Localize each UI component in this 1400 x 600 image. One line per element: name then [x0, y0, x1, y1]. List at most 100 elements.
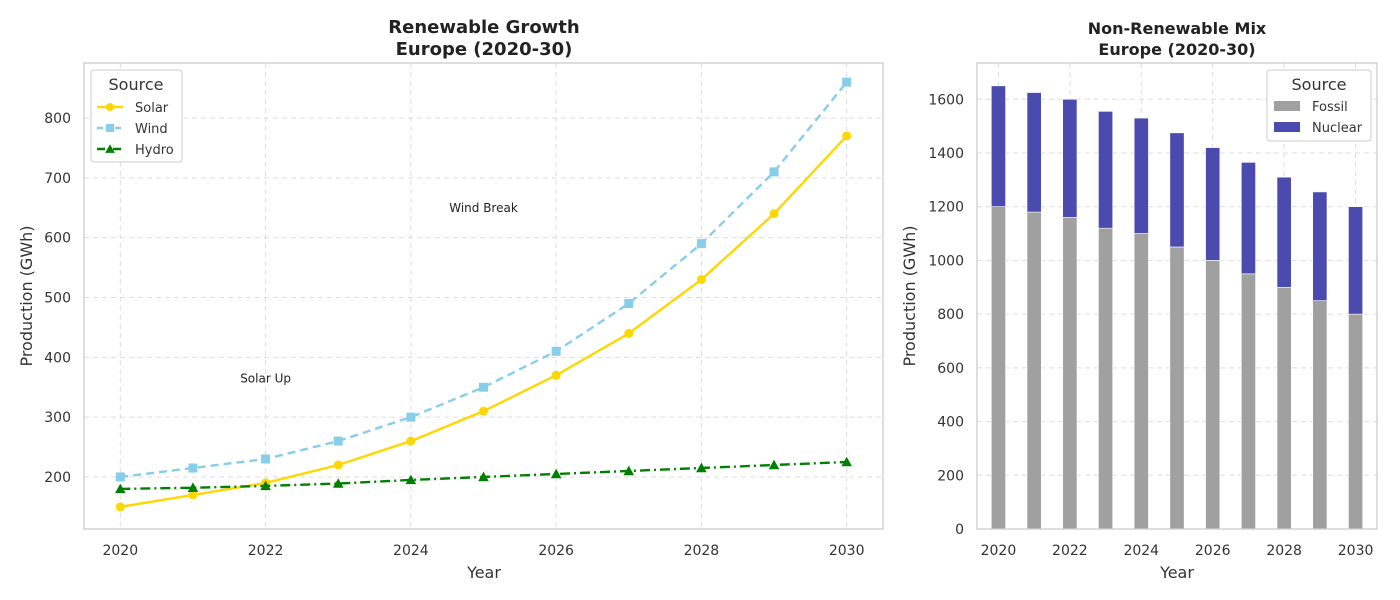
left-y-tick-label: 400	[44, 350, 71, 366]
fossil-bar	[1062, 217, 1078, 530]
fossil-bar	[1133, 233, 1149, 530]
left-y-axis-label: Production (GWh)	[17, 225, 36, 366]
right-x-tick-label: 2030	[1338, 543, 1374, 559]
hydro-legend-marker	[105, 144, 115, 153]
hydro-point	[187, 482, 199, 492]
hydro-point	[478, 471, 489, 482]
left-y-tick-label: 800	[44, 111, 71, 127]
right-y-tick-label: 1000	[928, 253, 964, 269]
left-legend-items: Solar Wind Hydro	[97, 101, 174, 158]
left-y-tick-label: 700	[44, 171, 71, 187]
fossil-legend-label: Fossil	[1312, 100, 1348, 115]
wind-point	[261, 454, 271, 464]
nuclear-legend-swatch	[1274, 122, 1300, 132]
hydro-point	[623, 465, 635, 476]
left-chart-subtitle: Europe (2020-30)	[396, 39, 573, 60]
left-y-tick-label: 600	[44, 231, 71, 247]
fossil-bar	[1240, 273, 1256, 530]
right-plot-frame	[976, 62, 1378, 530]
right-y-tick-label: 600	[937, 361, 964, 377]
left-x-tick-label: 2022	[248, 543, 284, 559]
left-y-ticks: 200 300 400 500 600 700 800	[44, 111, 71, 486]
hydro-point	[260, 480, 271, 491]
nuclear-bar	[1240, 162, 1256, 275]
renewable-growth-chart: Renewable Growth Europe (2020-30) 2020 20…	[17, 17, 884, 582]
right-x-tick-label: 2028	[1266, 543, 1302, 559]
annotation-label: Wind Break	[449, 201, 518, 215]
nuclear-legend-label: Nuclear	[1312, 121, 1363, 136]
hydro-point	[405, 474, 417, 485]
left-x-tick-label: 2024	[393, 543, 429, 559]
left-plot-frame	[83, 62, 884, 530]
wind-point	[624, 298, 634, 308]
nuclear-bar	[1026, 92, 1042, 213]
left-x-tick-label: 2026	[538, 543, 574, 559]
wind-point	[769, 167, 779, 177]
left-x-tick-label: 2028	[684, 543, 720, 559]
right-chart-subtitle: Europe (2020-30)	[1098, 40, 1255, 59]
left-legend-box	[90, 69, 183, 163]
nuclear-bar	[1062, 98, 1078, 218]
solar-point	[696, 275, 706, 285]
hydro-legend-label: Hydro	[135, 143, 174, 158]
left-x-tick-label: 2020	[102, 543, 138, 559]
left-y-tick-label: 500	[44, 290, 71, 306]
right-y-axis-label: Production (GWh)	[900, 225, 919, 366]
left-y-tick-label: 200	[44, 470, 71, 486]
nuclear-bar	[990, 85, 1006, 207]
wind-point	[115, 472, 125, 482]
wind-point	[479, 382, 488, 392]
right-legend-items: Fossil Nuclear	[1274, 100, 1363, 136]
left-grid	[84, 63, 883, 529]
right-bars	[990, 85, 1364, 530]
solar-point	[479, 406, 488, 416]
right-x-tick-label: 2024	[1123, 543, 1159, 559]
left-annotations: Solar Up Wind Break	[240, 201, 518, 385]
solar-point	[115, 502, 125, 512]
hydro-point	[841, 456, 852, 467]
left-y-tick-label: 300	[44, 410, 71, 426]
solar-point	[188, 490, 198, 500]
left-legend: Source Solar Wind Hydro	[90, 69, 183, 163]
right-y-tick-label: 400	[937, 415, 964, 431]
nuclear-bar	[1169, 132, 1185, 248]
wind-point	[696, 239, 706, 249]
right-x-tick-label: 2020	[981, 543, 1017, 559]
fossil-bar	[1276, 286, 1292, 530]
solar-point	[406, 436, 416, 446]
right-x-tick-label: 2026	[1195, 543, 1231, 559]
solar-legend-marker	[106, 103, 114, 111]
right-x-ticks: 2020 2022 2024 2026 2028 2030	[981, 543, 1374, 559]
hydro-point	[550, 468, 562, 479]
annotation-label: Solar Up	[240, 371, 291, 385]
left-x-axis-label: Year	[466, 563, 501, 582]
solar-point	[333, 460, 343, 470]
right-legend: Source Fossil Nuclear	[1266, 69, 1372, 142]
hydro-point	[332, 478, 344, 488]
left-chart-title: Renewable Growth	[388, 17, 579, 38]
right-y-tick-label: 1400	[928, 146, 964, 162]
fossil-bar	[1026, 211, 1042, 530]
nuclear-bar	[1312, 191, 1328, 302]
nuclear-bar	[1276, 176, 1292, 288]
right-y-tick-label: 0	[955, 522, 964, 538]
hydro-point	[768, 459, 780, 470]
right-x-tick-label: 2022	[1052, 543, 1088, 559]
right-x-axis-label: Year	[1159, 563, 1194, 582]
nuclear-bar	[1205, 147, 1221, 261]
wind-point	[551, 346, 561, 356]
solar-point	[624, 328, 634, 338]
left-legend-title: Source	[109, 75, 164, 94]
right-legend-title: Source	[1292, 75, 1347, 94]
solar-point	[551, 370, 561, 380]
hydro-point	[115, 483, 126, 494]
right-y-tick-label: 1600	[928, 92, 964, 108]
solar-point	[842, 131, 852, 141]
left-plot-series	[115, 77, 852, 512]
non-renewable-mix-chart: Non-Renewable Mix Europe (2020-30) 2020 2…	[900, 19, 1378, 582]
nuclear-bar	[1348, 206, 1364, 315]
wind-legend-label: Wind	[135, 122, 168, 137]
right-y-ticks: 0 200 400 600 800 1000 1200 1400 1600	[928, 92, 964, 538]
fossil-bar	[1348, 313, 1364, 530]
